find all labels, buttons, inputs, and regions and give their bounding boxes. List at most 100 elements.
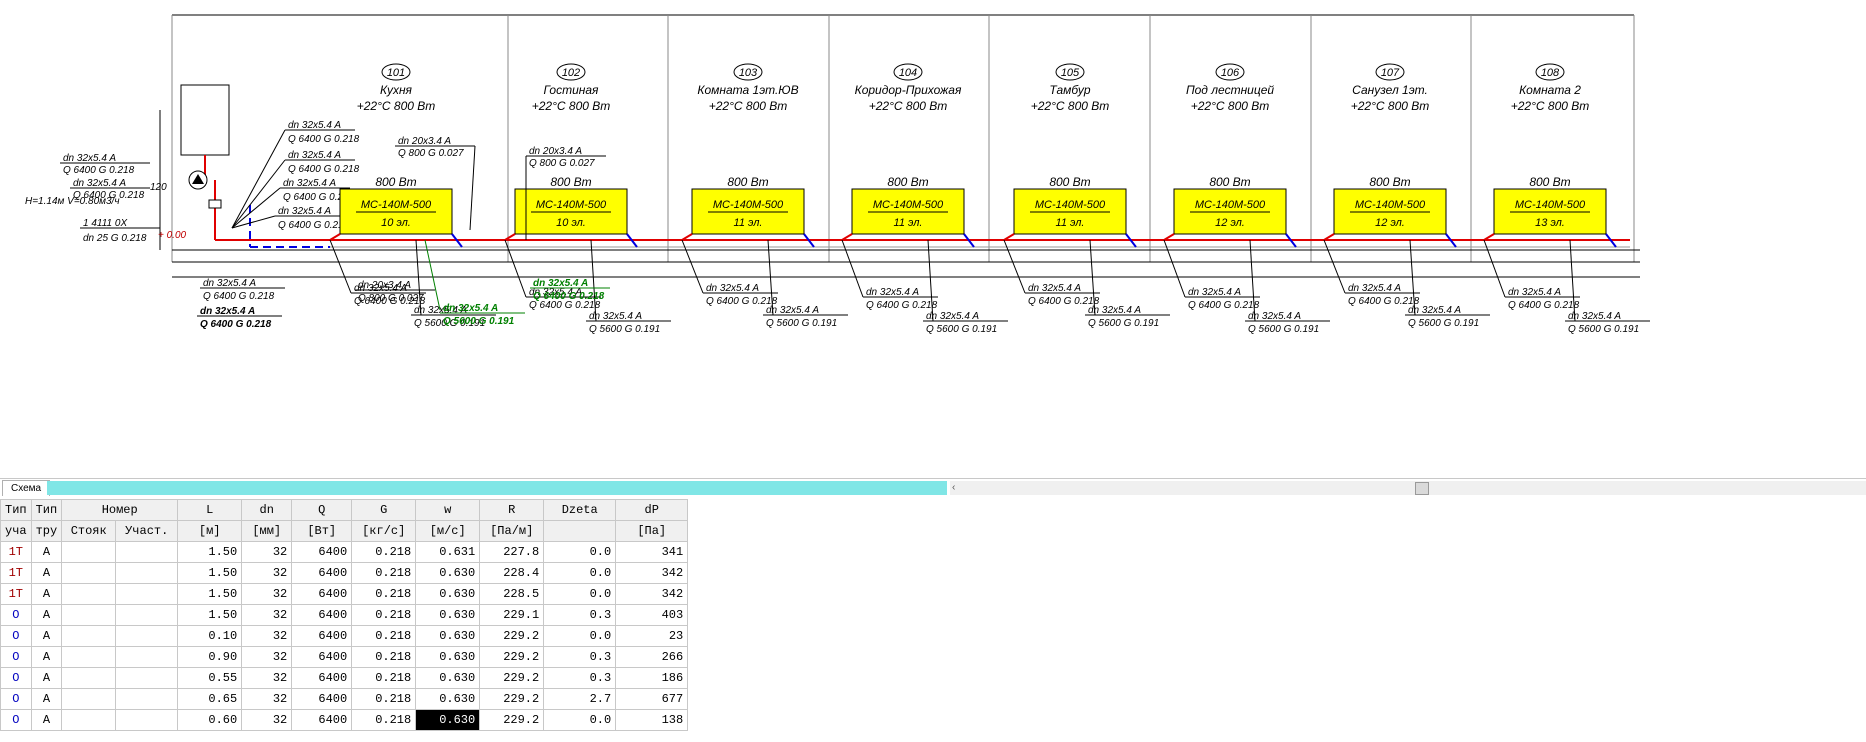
table-cell[interactable]: 342 bbox=[615, 583, 689, 605]
column-header[interactable]: L bbox=[177, 499, 243, 521]
table-cell[interactable] bbox=[61, 583, 117, 605]
table-cell[interactable]: 228.4 bbox=[479, 562, 545, 584]
table-cell[interactable]: 341 bbox=[615, 541, 689, 563]
table-cell[interactable]: 32 bbox=[241, 541, 293, 563]
table-cell[interactable]: 229.1 bbox=[479, 604, 545, 626]
table-cell[interactable]: 0.55 bbox=[177, 667, 243, 689]
table-cell[interactable]: 0.0 bbox=[543, 583, 617, 605]
column-unit-header[interactable]: [Па/м] bbox=[479, 520, 545, 542]
column-header[interactable]: Тип bbox=[30, 499, 63, 521]
table-cell[interactable]: 1.50 bbox=[177, 604, 243, 626]
table-cell[interactable]: A bbox=[30, 667, 63, 689]
table-cell[interactable]: 32 bbox=[241, 646, 293, 668]
table-cell[interactable]: A bbox=[30, 604, 63, 626]
table-cell[interactable]: 0.630 bbox=[415, 625, 481, 647]
table-cell[interactable] bbox=[61, 709, 117, 731]
table-cell[interactable]: 186 bbox=[615, 667, 689, 689]
table-cell[interactable]: 0.630 bbox=[415, 583, 481, 605]
table-cell[interactable]: 0.60 bbox=[177, 709, 243, 731]
column-unit-header[interactable]: [м/с] bbox=[415, 520, 481, 542]
table-cell[interactable]: 6400 bbox=[291, 667, 353, 689]
table-cell[interactable]: 0.0 bbox=[543, 562, 617, 584]
table-cell[interactable]: A bbox=[30, 646, 63, 668]
column-unit-header[interactable]: [кг/с] bbox=[351, 520, 417, 542]
table-cell[interactable]: 0.630 bbox=[415, 688, 481, 710]
column-header[interactable]: Тип bbox=[0, 499, 32, 521]
table-cell[interactable] bbox=[61, 625, 117, 647]
table-row[interactable]: О A 0.10 32 6400 0.218 0.630 229.2 0.0 23 bbox=[0, 625, 689, 647]
table-cell[interactable]: 1Т bbox=[0, 541, 32, 563]
table-cell[interactable]: 6400 bbox=[291, 625, 353, 647]
column-unit-header[interactable]: Стояк bbox=[61, 520, 117, 542]
table-cell[interactable]: 0.218 bbox=[351, 625, 417, 647]
column-header[interactable]: G bbox=[351, 499, 417, 521]
table-row[interactable]: 1Т A 1.50 32 6400 0.218 0.631 227.8 0.0 341 bbox=[0, 541, 689, 563]
boiler[interactable] bbox=[180, 84, 230, 156]
table-cell[interactable]: 0.218 bbox=[351, 583, 417, 605]
valve-icon[interactable] bbox=[208, 199, 222, 209]
table-cell[interactable]: 229.2 bbox=[479, 688, 545, 710]
column-unit-header[interactable]: [мм] bbox=[241, 520, 293, 542]
table-cell[interactable]: A bbox=[30, 688, 63, 710]
table-cell[interactable]: 1.50 bbox=[177, 541, 243, 563]
column-unit-header[interactable] bbox=[543, 520, 617, 542]
table-cell[interactable]: 0.3 bbox=[543, 667, 617, 689]
table-cell[interactable]: 32 bbox=[241, 709, 293, 731]
table-cell[interactable]: 6400 bbox=[291, 646, 353, 668]
table-cell[interactable]: 0.3 bbox=[543, 646, 617, 668]
table-cell[interactable]: A bbox=[30, 625, 63, 647]
horizontal-scrollbar[interactable]: ‹ bbox=[950, 481, 1866, 495]
table-row[interactable]: О A 0.65 32 6400 0.218 0.630 229.2 2.7 677 bbox=[0, 688, 689, 710]
table-cell[interactable]: 229.2 bbox=[479, 646, 545, 668]
table-cell[interactable] bbox=[61, 562, 117, 584]
table-cell[interactable]: 6400 bbox=[291, 562, 353, 584]
table-cell[interactable]: 6400 bbox=[291, 541, 353, 563]
column-header[interactable]: Q bbox=[291, 499, 353, 521]
table-cell[interactable]: 0.218 bbox=[351, 709, 417, 731]
tab-scheme[interactable]: Схема bbox=[2, 480, 51, 496]
table-cell[interactable]: A bbox=[30, 562, 63, 584]
table-cell[interactable]: 0.10 bbox=[177, 625, 243, 647]
table-cell[interactable]: 677 bbox=[615, 688, 689, 710]
table-cell[interactable]: 0.630 bbox=[415, 562, 481, 584]
table-cell[interactable]: 0.630 bbox=[415, 709, 481, 731]
table-cell[interactable]: О bbox=[0, 709, 32, 731]
table-cell[interactable]: A bbox=[30, 709, 63, 731]
table-cell[interactable] bbox=[61, 667, 117, 689]
column-unit-header[interactable]: [м] bbox=[177, 520, 243, 542]
column-unit-header[interactable]: [Па] bbox=[615, 520, 689, 542]
table-cell[interactable]: 32 bbox=[241, 667, 293, 689]
table-cell[interactable]: 2.7 bbox=[543, 688, 617, 710]
table-row[interactable]: О A 0.60 32 6400 0.218 0.630 229.2 0.0 138 bbox=[0, 709, 689, 731]
table-cell[interactable] bbox=[115, 562, 179, 584]
table-cell[interactable]: 32 bbox=[241, 604, 293, 626]
table-cell[interactable]: 0.218 bbox=[351, 667, 417, 689]
table-cell[interactable] bbox=[115, 604, 179, 626]
table-cell[interactable]: О bbox=[0, 625, 32, 647]
column-unit-header[interactable]: уча bbox=[0, 520, 32, 542]
table-cell[interactable]: 0.630 bbox=[415, 646, 481, 668]
table-cell[interactable]: 0.0 bbox=[543, 541, 617, 563]
table-cell[interactable] bbox=[115, 625, 179, 647]
table-row[interactable]: 1Т A 1.50 32 6400 0.218 0.630 228.4 0.0 342 bbox=[0, 562, 689, 584]
column-header[interactable]: w bbox=[415, 499, 481, 521]
table-cell[interactable]: 6400 bbox=[291, 604, 353, 626]
table-cell[interactable]: 0.0 bbox=[543, 709, 617, 731]
table-cell[interactable]: 342 bbox=[615, 562, 689, 584]
table-cell[interactable]: 32 bbox=[241, 688, 293, 710]
table-cell[interactable]: 6400 bbox=[291, 583, 353, 605]
table-cell[interactable]: 0.90 bbox=[177, 646, 243, 668]
table-row[interactable]: О A 1.50 32 6400 0.218 0.630 229.1 0.3 403 bbox=[0, 604, 689, 626]
table-cell[interactable]: 138 bbox=[615, 709, 689, 731]
table-cell[interactable]: 0.3 bbox=[543, 604, 617, 626]
table-cell[interactable]: 6400 bbox=[291, 709, 353, 731]
table-cell[interactable]: 1Т bbox=[0, 583, 32, 605]
table-cell[interactable]: A bbox=[30, 583, 63, 605]
scroll-thumb[interactable] bbox=[1415, 482, 1429, 495]
table-cell[interactable]: 228.5 bbox=[479, 583, 545, 605]
column-unit-header[interactable]: Участ. bbox=[115, 520, 179, 542]
table-cell[interactable] bbox=[115, 667, 179, 689]
table-cell[interactable]: О bbox=[0, 646, 32, 668]
table-cell[interactable] bbox=[115, 688, 179, 710]
